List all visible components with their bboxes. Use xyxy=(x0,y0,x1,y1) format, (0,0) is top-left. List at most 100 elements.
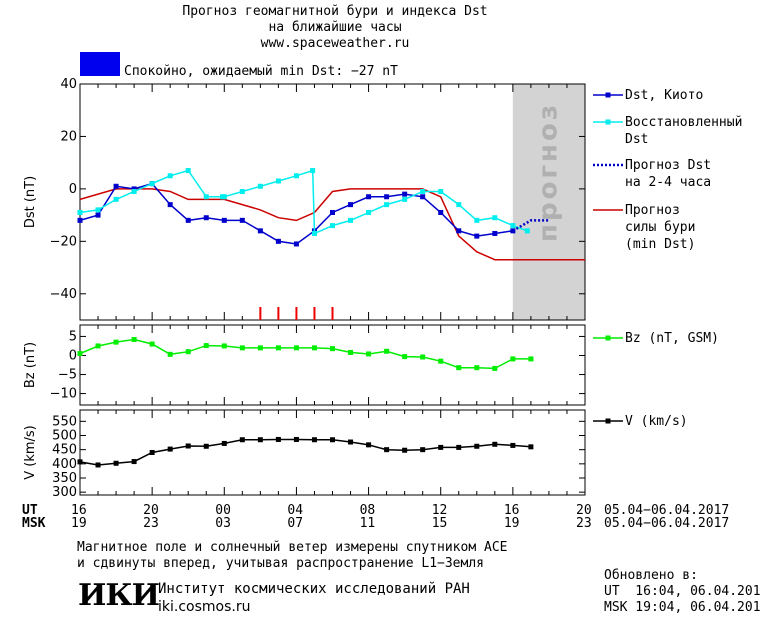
data-point xyxy=(95,343,101,349)
data-point xyxy=(384,447,390,453)
data-point xyxy=(420,447,426,453)
data-point xyxy=(384,348,390,354)
data-point xyxy=(310,168,316,174)
data-point xyxy=(402,354,408,360)
ut-label: UT xyxy=(22,503,38,518)
data-point xyxy=(311,345,317,351)
y-tick-label: 350 xyxy=(52,471,77,486)
x-tick-label: 08 xyxy=(359,503,376,518)
x-tick-label: 03 xyxy=(215,516,231,531)
data-point xyxy=(203,215,209,221)
series-line xyxy=(512,219,549,232)
data-point xyxy=(167,351,173,357)
institute-site[interactable]: iki.cosmos.ru xyxy=(158,599,251,615)
data-point xyxy=(185,443,191,449)
series-line xyxy=(79,338,531,370)
data-point xyxy=(185,217,191,223)
legend-label: Bz (nT, GSM) xyxy=(625,331,719,346)
x-tick-label: 07 xyxy=(287,516,304,531)
y-tick-label: 400 xyxy=(52,457,77,472)
data-point xyxy=(113,460,119,466)
plot-frame xyxy=(79,324,586,406)
data-point xyxy=(131,336,137,342)
data-point xyxy=(438,209,444,215)
x-tick-label: 20 xyxy=(576,503,592,518)
note-line1: Магнитное поле и солнечный ветер измерен… xyxy=(77,540,508,555)
data-point xyxy=(113,339,119,345)
status-swatch xyxy=(80,52,120,76)
data-point xyxy=(113,196,119,202)
data-point xyxy=(239,189,245,195)
data-point xyxy=(524,228,530,234)
x-tick-label: 12 xyxy=(431,503,448,518)
legend-label: Прогноз xyxy=(625,203,680,218)
website-link[interactable]: www.spaceweather.ru xyxy=(260,36,410,51)
data-point xyxy=(257,345,263,351)
data-point xyxy=(167,446,173,452)
data-point xyxy=(420,189,426,195)
data-point xyxy=(167,202,173,208)
x-tick-label: 11 xyxy=(359,516,376,531)
data-point xyxy=(510,442,516,448)
data-point xyxy=(348,439,354,445)
y-tick-label: −20 xyxy=(50,234,77,249)
data-point xyxy=(77,459,83,465)
status-text: Спокойно, ожидаемый min Dst: −27 nT xyxy=(124,64,398,79)
panel-2: 5 0 −5 −10 Bz (nT) Bz (nT, GSM) xyxy=(23,324,719,406)
data-point xyxy=(221,343,227,349)
data-point xyxy=(239,437,245,443)
data-point xyxy=(293,345,299,351)
data-point xyxy=(348,217,354,223)
x-tick-label: 20 xyxy=(143,503,159,518)
series-line xyxy=(79,438,531,466)
y-tick-label: 500 xyxy=(52,429,77,444)
chart-title-line2: на ближайшие часы xyxy=(268,20,402,35)
data-point xyxy=(293,436,299,442)
note-line2: и сдвинуты вперед, учитывая распростране… xyxy=(77,556,484,571)
data-point xyxy=(293,241,299,247)
data-point xyxy=(366,442,372,448)
y-tick-label: 40 xyxy=(60,77,77,92)
legend-label: Восстановленный xyxy=(625,115,742,130)
plot-frame xyxy=(79,83,586,321)
data-point xyxy=(293,173,299,179)
data-point xyxy=(474,233,480,239)
series-line xyxy=(79,169,528,235)
legend-label: Прогноз Dst xyxy=(625,158,711,173)
data-point xyxy=(239,345,245,351)
x-tick-label: 23 xyxy=(143,516,159,531)
institute-name: Институт космических исследований РАН xyxy=(158,581,470,597)
data-point xyxy=(257,183,263,189)
y-tick-label: −5 xyxy=(58,368,77,383)
y-tick-label: 20 xyxy=(60,129,77,144)
data-point xyxy=(474,365,480,371)
y-axis-label: Bz (nT) xyxy=(23,342,38,388)
data-point xyxy=(510,356,516,362)
data-point xyxy=(203,343,209,349)
data-point xyxy=(330,346,335,352)
y-axis-label: Dst (nT) xyxy=(23,176,38,228)
data-point xyxy=(384,202,390,208)
x-tick-label: 00 xyxy=(215,503,231,518)
legend-label: Dst, Киото xyxy=(625,88,703,103)
data-point xyxy=(275,178,281,184)
data-point xyxy=(95,207,101,213)
data-point xyxy=(348,202,354,208)
data-point xyxy=(510,228,516,234)
legend-marker xyxy=(605,418,611,424)
y-tick-label: 300 xyxy=(52,485,77,500)
data-point xyxy=(149,341,155,347)
data-point xyxy=(311,437,317,443)
data-point xyxy=(528,444,534,450)
y-tick-label: 5 xyxy=(69,329,77,344)
legend-label: на 2-4 часа xyxy=(625,175,711,190)
data-point xyxy=(348,349,354,355)
data-point xyxy=(185,349,191,355)
data-point xyxy=(492,230,498,236)
data-point xyxy=(492,365,498,371)
y-tick-label: 0 xyxy=(69,182,77,197)
data-point xyxy=(77,209,83,215)
x-tick-label: 19 xyxy=(71,516,87,531)
